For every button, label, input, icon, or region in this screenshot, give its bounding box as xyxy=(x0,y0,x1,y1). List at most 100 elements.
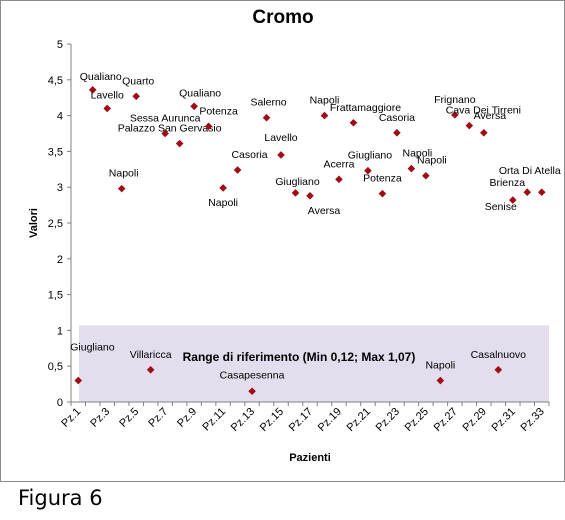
data-point-label: Potenza xyxy=(199,105,238,117)
data-point-label: Brienza xyxy=(489,177,525,189)
data-point xyxy=(364,166,372,175)
scatter-chart: Cromo Range di riferimento (Min 0,12; Max… xyxy=(28,7,561,464)
reference-range-label: Range di riferimento (Min 0,12; Max 1,07… xyxy=(183,350,416,364)
data-point-label: Acerra xyxy=(324,158,355,170)
x-tick-label: Pz.31 xyxy=(490,406,518,434)
data-point xyxy=(465,121,474,130)
data-point-label: Napoli xyxy=(310,95,340,107)
data-point xyxy=(508,196,517,204)
data-point xyxy=(146,365,155,374)
y-tick-label: 1,5 xyxy=(48,290,63,302)
data-point-label: Lavello xyxy=(91,89,124,101)
x-tick-label: Pz.15 xyxy=(258,406,286,434)
data-point xyxy=(117,184,126,193)
data-point-label: Casoria xyxy=(231,149,267,161)
data-point xyxy=(277,151,285,159)
y-tick-label: 2,5 xyxy=(48,218,63,230)
data-point-label: Lavello xyxy=(264,132,297,144)
data-point xyxy=(74,376,83,385)
data-point xyxy=(451,111,459,119)
data-point xyxy=(407,164,416,173)
x-tick-label: Pz.29 xyxy=(461,406,489,434)
y-tick-label: 0,5 xyxy=(48,361,63,373)
data-point-label: Frignano xyxy=(434,94,476,106)
data-point xyxy=(219,184,227,192)
y-tick-label: 2 xyxy=(57,254,63,266)
x-tick-label: Pz.27 xyxy=(432,406,460,434)
data-point-label: Cava Dei Tirreni xyxy=(446,105,521,117)
x-tick-label: Pz.19 xyxy=(316,406,344,434)
x-tick-label: Pz.21 xyxy=(345,406,373,434)
chart-title: Cromo xyxy=(252,7,313,28)
data-point-label: Napoli xyxy=(417,155,447,167)
x-tick-label: Pz.33 xyxy=(518,406,546,434)
x-tick-label: Pz.3 xyxy=(88,406,112,430)
data-point xyxy=(378,189,387,198)
data-point-label: Orta Di Atella xyxy=(499,165,561,177)
data-point-label: Sessa Aurunca xyxy=(130,113,201,125)
data-point-label: Salerno xyxy=(250,97,286,109)
y-tick-label: 5 xyxy=(57,39,63,51)
data-point-label: Giugliano xyxy=(348,150,393,162)
data-point-label: Napoli xyxy=(403,148,433,160)
data-point xyxy=(306,191,314,200)
data-point xyxy=(494,365,503,374)
x-tick-label: Pz.7 xyxy=(146,406,170,430)
data-point-label: Giugliano xyxy=(70,342,115,354)
x-tick-label: Pz.17 xyxy=(287,406,315,434)
data-point xyxy=(480,128,488,137)
y-tick-label: 3,5 xyxy=(48,146,63,158)
data-point-label: Napoli xyxy=(109,168,139,180)
data-point xyxy=(175,139,184,148)
data-point-label: Villaricca xyxy=(130,349,172,361)
data-point-label: Napoli xyxy=(425,360,455,372)
data-point-label: Aversa xyxy=(308,205,341,217)
data-point xyxy=(204,122,213,131)
x-tick-label: Pz.13 xyxy=(229,406,257,434)
data-point xyxy=(88,86,97,94)
data-point xyxy=(132,92,140,101)
data-point xyxy=(349,118,358,127)
chart-area: Cromo Range di riferimento (Min 0,12; Max… xyxy=(0,0,565,482)
data-point-label: Casoria xyxy=(379,112,415,124)
data-point xyxy=(537,188,546,197)
data-point-label: Senise xyxy=(485,201,517,213)
x-tick-label: Pz.11 xyxy=(200,406,228,434)
data-point xyxy=(233,166,242,174)
data-point-label: Potenza xyxy=(363,173,402,185)
data-point xyxy=(248,387,256,396)
figure-caption: Figura 6 xyxy=(18,486,103,510)
x-tick-label: Pz.25 xyxy=(403,406,431,434)
data-point xyxy=(262,113,271,122)
data-point xyxy=(335,175,343,184)
y-axis-label: Valori xyxy=(28,208,40,238)
y-tick-label: 4,5 xyxy=(48,75,63,87)
data-point-label: Qualiano xyxy=(80,71,122,83)
data-point-label: Aversa xyxy=(474,110,507,122)
data-point xyxy=(291,189,300,197)
y-tick-label: 1 xyxy=(57,325,63,337)
y-tick-label: 3 xyxy=(57,182,63,194)
x-tick-label: Pz.1 xyxy=(59,406,83,430)
data-point xyxy=(103,104,112,113)
data-point-label: Quarto xyxy=(122,75,154,87)
data-point xyxy=(393,128,401,137)
data-point-label: Frattamaggiore xyxy=(330,102,401,114)
data-point xyxy=(422,171,430,180)
reference-range-band xyxy=(79,325,549,402)
data-point-label: Casalnuovo xyxy=(471,349,527,361)
data-point xyxy=(161,129,169,138)
x-tick-label: Pz.23 xyxy=(374,406,402,434)
data-point-label: Napoli xyxy=(208,197,238,209)
x-tick-label: Pz.9 xyxy=(175,406,199,430)
data-point xyxy=(523,188,532,197)
y-tick-label: 4 xyxy=(57,111,63,123)
data-point xyxy=(190,102,198,111)
data-point xyxy=(436,376,445,385)
data-point-label: Palazzo San Gervasio xyxy=(118,123,222,135)
data-point-label: Casapesenna xyxy=(220,369,285,381)
data-point xyxy=(320,111,329,120)
x-tick-label: Pz.5 xyxy=(117,406,141,430)
data-point-label: Qualiano xyxy=(179,87,221,99)
y-tick-label: 0 xyxy=(57,397,63,409)
